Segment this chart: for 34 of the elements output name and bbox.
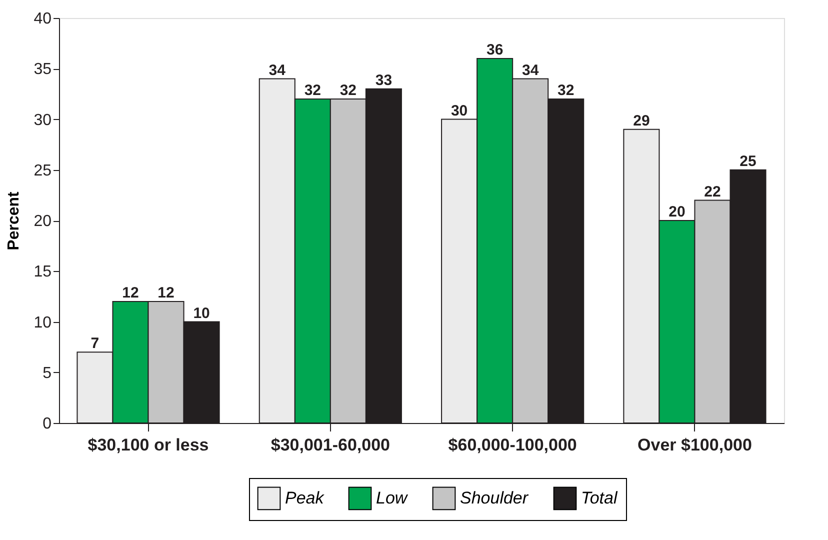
data-label: 32 (340, 82, 357, 99)
data-label: 22 (704, 183, 721, 200)
y-tick-label: 5 (42, 364, 52, 382)
legend-label: Total (581, 488, 618, 508)
y-tick-label: 15 (34, 264, 52, 281)
y-tick-label: 25 (34, 162, 52, 180)
data-label: 12 (122, 284, 139, 302)
x-tick-label: $30,001-60,000 (270, 436, 390, 454)
data-label: 32 (304, 82, 322, 99)
data-label: 33 (375, 72, 392, 89)
legend-label: Peak (285, 488, 326, 508)
data-label: 32 (558, 82, 574, 99)
data-label: 10 (193, 304, 210, 322)
x-tick-label: $30,100 or less (88, 436, 209, 454)
data-label: 7 (90, 335, 100, 352)
data-label: 20 (668, 204, 686, 220)
data-label: 25 (740, 152, 756, 170)
data-label: 34 (522, 62, 540, 79)
y-tick-label: 10 (34, 314, 52, 332)
data-label: 34 (268, 62, 286, 79)
x-tick-label: Over $100,000 (638, 436, 752, 454)
y-axis-title: Percent (6, 190, 23, 250)
data-label: 36 (486, 42, 504, 58)
data-label: 29 (633, 112, 650, 130)
legend-label: Shoulder (460, 488, 530, 508)
y-tick-label: 30 (34, 112, 52, 129)
y-tick-label: 20 (34, 213, 52, 230)
data-label: 12 (158, 284, 174, 302)
data-label: 30 (450, 102, 468, 120)
y-tick-label: 40 (34, 10, 52, 28)
legend-label: Low (376, 488, 409, 508)
y-tick-label: 0 (42, 416, 52, 432)
x-tick-label: $60,000-100,000 (448, 436, 577, 454)
y-tick-label: 35 (34, 61, 52, 78)
